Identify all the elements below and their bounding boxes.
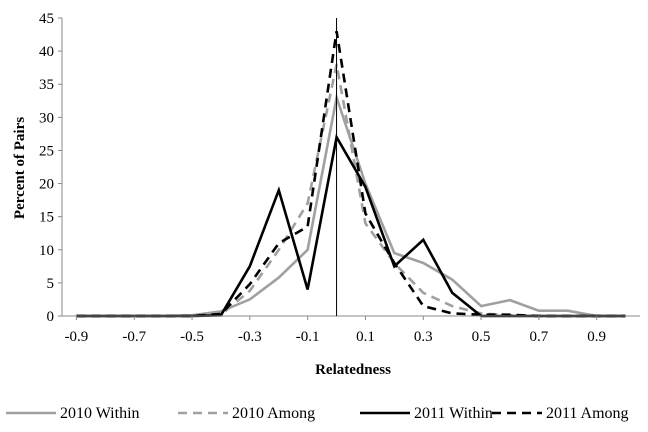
legend: 2010 Within 2010 Among 2011 Within 2011 Amo… bbox=[6, 405, 629, 422]
series-layer bbox=[76, 30, 626, 318]
x-tick-label: 0.3 bbox=[414, 329, 433, 345]
legend-label: 2011 Among bbox=[546, 405, 629, 422]
y-tick-label: 0 bbox=[47, 309, 55, 325]
x-tick-label: 0.5 bbox=[472, 329, 491, 345]
x-tick-label: -0.7 bbox=[122, 329, 146, 345]
y-tick-label: 35 bbox=[39, 77, 54, 93]
y-tick-label: 10 bbox=[39, 243, 54, 259]
y-tick-label: 20 bbox=[39, 177, 54, 193]
x-tick-label: -0.3 bbox=[238, 329, 262, 345]
series-line-2011-within bbox=[76, 133, 626, 318]
legend-label: 2010 Among bbox=[232, 405, 315, 422]
legend-label: 2010 Within bbox=[60, 405, 140, 422]
y-tick-label: 30 bbox=[39, 110, 54, 126]
x-tick-label: -0.9 bbox=[65, 329, 89, 345]
series-line-2011-among bbox=[76, 30, 626, 318]
series-line-2010-within bbox=[76, 92, 626, 318]
axes-layer: 0 5 10 15 20 25 30 35 40 45 -0.9 -0.7 -0.5 -0.3 -0.1 0.… bbox=[39, 11, 640, 345]
y-tick-label: 5 bbox=[47, 276, 55, 292]
y-tick-label: 45 bbox=[39, 11, 54, 27]
y-tick-label: 40 bbox=[39, 44, 54, 60]
x-axis-title: Relatedness bbox=[315, 362, 391, 378]
y-tick-label: 15 bbox=[39, 210, 54, 226]
x-tick-label: -0.1 bbox=[296, 329, 320, 345]
x-tick-label: 0.1 bbox=[356, 329, 375, 345]
legend-label: 2011 Within bbox=[414, 405, 493, 422]
x-tick-label: 0.7 bbox=[529, 329, 548, 345]
y-axis-title: Percent of Pairs bbox=[12, 117, 28, 219]
x-tick-label: 0.9 bbox=[587, 329, 606, 345]
y-tick-label: 25 bbox=[39, 143, 54, 159]
x-tick-label: -0.5 bbox=[180, 329, 204, 345]
series-line-2010-among bbox=[76, 64, 626, 318]
